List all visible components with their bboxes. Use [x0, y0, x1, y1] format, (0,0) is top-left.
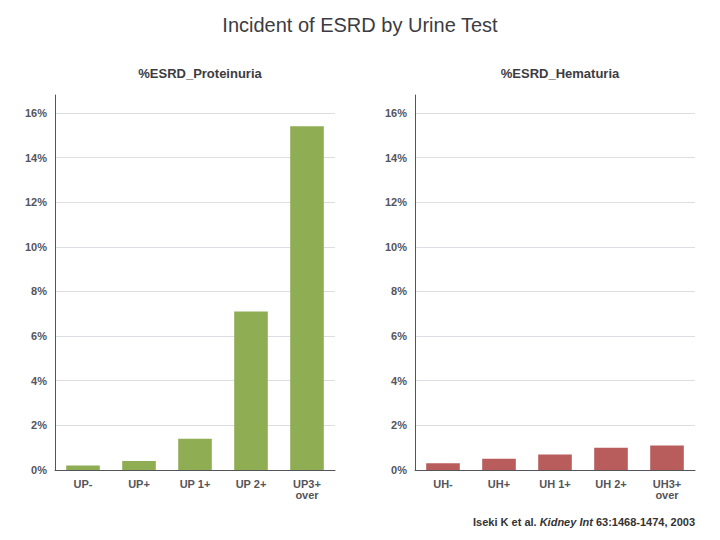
svg-text:UP 2+: UP 2+ [236, 478, 267, 490]
svg-text:UH-: UH- [433, 478, 453, 490]
svg-text:6%: 6% [31, 330, 47, 342]
svg-text:over: over [655, 489, 679, 501]
svg-text:UH 1+: UH 1+ [539, 478, 571, 490]
svg-text:2%: 2% [31, 419, 47, 431]
svg-text:12%: 12% [385, 196, 407, 208]
svg-text:UP-: UP- [74, 478, 93, 490]
svg-text:0%: 0% [391, 464, 407, 476]
svg-text:8%: 8% [391, 285, 407, 297]
svg-text:16%: 16% [385, 107, 407, 119]
svg-text:16%: 16% [25, 107, 47, 119]
svg-text:8%: 8% [31, 285, 47, 297]
svg-text:%ESRD_Hematuria: %ESRD_Hematuria [501, 66, 620, 81]
svg-text:14%: 14% [385, 152, 407, 164]
svg-text:6%: 6% [391, 330, 407, 342]
svg-text:14%: 14% [25, 152, 47, 164]
svg-text:over: over [295, 489, 319, 501]
svg-text:%ESRD_Proteinuria: %ESRD_Proteinuria [138, 66, 262, 81]
svg-text:UP+: UP+ [128, 478, 150, 490]
svg-text:UH+: UH+ [488, 478, 510, 490]
svg-text:UH3+: UH3+ [652, 477, 682, 490]
svg-text:4%: 4% [391, 375, 407, 387]
svg-text:63:1468-1474, 2003: 63:1468-1474, 2003 [593, 516, 695, 528]
svg-text:10%: 10% [25, 241, 47, 253]
svg-text:12%: 12% [25, 196, 47, 208]
svg-text:Iseki K et al.: Iseki K et al. [473, 516, 537, 528]
svg-text:0%: 0% [31, 464, 47, 476]
svg-text:4%: 4% [31, 375, 47, 387]
svg-text:2%: 2% [391, 419, 407, 431]
svg-text:Kidney Int: Kidney Int [537, 516, 595, 528]
svg-text:Incident of ESRD by Urine Test: Incident of ESRD by Urine Test [222, 14, 498, 36]
svg-text:UP 1+: UP 1+ [180, 478, 211, 490]
svg-text:10%: 10% [385, 241, 407, 253]
svg-text:UH 2+: UH 2+ [595, 478, 627, 490]
svg-text:UP3+: UP3+ [293, 477, 321, 490]
